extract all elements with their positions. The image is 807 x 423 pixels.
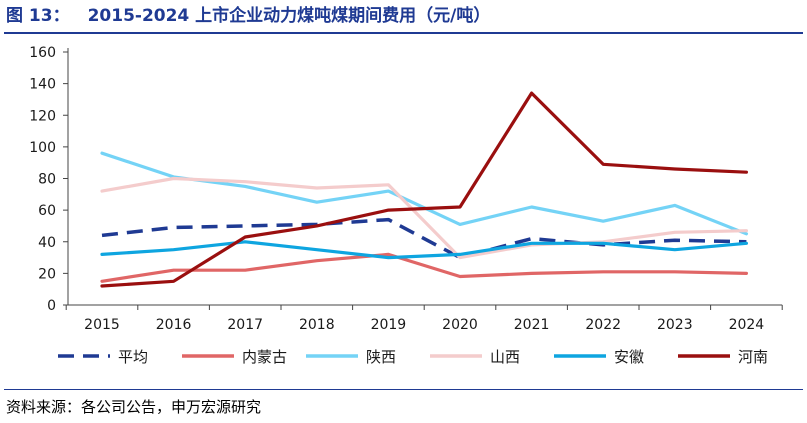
- x-tick-label: 2023: [657, 317, 693, 333]
- chart-series: [100, 91, 749, 288]
- x-tick-label: 2024: [729, 317, 765, 333]
- series-line-河南: [100, 91, 749, 288]
- x-tick-label: 2020: [442, 317, 478, 333]
- x-tick-label: 2018: [299, 317, 335, 333]
- y-tick-label: 140: [29, 77, 56, 93]
- x-tick-label: 2021: [514, 317, 550, 333]
- legend-label: 安徽: [614, 348, 644, 366]
- title-divider: [4, 32, 803, 34]
- footer-divider: [4, 389, 803, 390]
- legend-label: 山西: [490, 348, 520, 366]
- line-chart: 0 20 40 60 80 100 120 140 160 2015 2016 2017 2018 201…: [29, 45, 783, 366]
- legend-label: 河南: [738, 348, 768, 366]
- y-tick-label: 100: [29, 140, 56, 156]
- chart-legend: 平均 内蒙古 陕西 山西 安徽 河南: [58, 348, 768, 366]
- x-tick-label: 2015: [84, 317, 120, 333]
- y-tick-label: 20: [38, 266, 56, 282]
- source-note: 资料来源：各公司公告，申万宏源研究: [6, 398, 262, 416]
- y-tick-label: 40: [38, 235, 56, 251]
- y-tick-label: 80: [38, 172, 56, 188]
- y-tick-label: 60: [38, 203, 56, 219]
- y-tick-label: 120: [29, 108, 56, 124]
- y-tick-label: 160: [29, 45, 56, 61]
- y-tick-label: 0: [47, 298, 56, 314]
- legend-label: 内蒙古: [242, 348, 287, 366]
- legend-label: 陕西: [366, 348, 396, 366]
- series-line-安徽: [100, 240, 749, 260]
- legend-label: 平均: [118, 348, 148, 366]
- series-line-山西: [100, 176, 749, 260]
- figure-title: 图 13： 2015-2024 上市企业动力煤吨煤期间费用（元/吨）: [6, 2, 490, 30]
- figure-number: 图 13：: [6, 6, 70, 26]
- chart-axes: 0 20 40 60 80 100 120 140 160 2015 2016 2017 2018 201…: [29, 45, 783, 333]
- series-line-平均: [101, 217, 747, 260]
- x-tick-label: 2017: [227, 317, 263, 333]
- x-tick-label: 2016: [156, 317, 192, 333]
- x-tick-label: 2022: [585, 317, 621, 333]
- x-tick-label: 2019: [371, 317, 407, 333]
- chart-title: 2015-2024 上市企业动力煤吨煤期间费用（元/吨）: [87, 6, 491, 26]
- series-line-内蒙古: [100, 252, 749, 283]
